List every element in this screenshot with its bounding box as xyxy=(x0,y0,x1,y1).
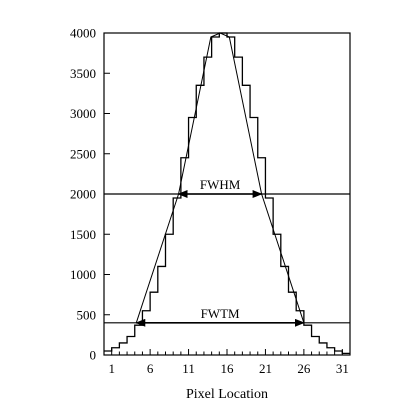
x-tick-label: 16 xyxy=(221,361,235,376)
annotation-label: FWHM xyxy=(200,177,241,192)
x-tick-label: 11 xyxy=(182,361,195,376)
y-tick-label: 3500 xyxy=(70,66,96,81)
y-tick-label: 2000 xyxy=(70,187,96,202)
x-tick-label: 26 xyxy=(297,361,311,376)
annotations: FWHM FWTM xyxy=(135,177,305,327)
x-tick-label: 31 xyxy=(336,361,349,376)
y-tick-label: 3000 xyxy=(70,106,96,121)
reference-lines xyxy=(104,193,350,324)
y-tick-label: 1000 xyxy=(70,267,96,282)
x-tick-label: 21 xyxy=(259,361,272,376)
x-axis-title: Pixel Location xyxy=(186,387,268,402)
y-tick-label: 500 xyxy=(77,307,97,322)
x-tick-label: 6 xyxy=(147,361,154,376)
y-tick-label: 1500 xyxy=(70,227,96,242)
y-tick-label: 2500 xyxy=(70,146,96,161)
annotation-label: FWTM xyxy=(201,306,240,321)
y-tick-label: 4000 xyxy=(70,26,96,41)
x-tick-label: 1 xyxy=(108,361,115,376)
y-tick-label: 0 xyxy=(90,348,97,363)
x-axis: 1 6 11 16 21 26 31 xyxy=(108,349,349,376)
y-axis: 0 500 1000 1500 2000 2500 3000 3500 4000 xyxy=(70,26,110,363)
histogram-step-line xyxy=(104,32,350,355)
